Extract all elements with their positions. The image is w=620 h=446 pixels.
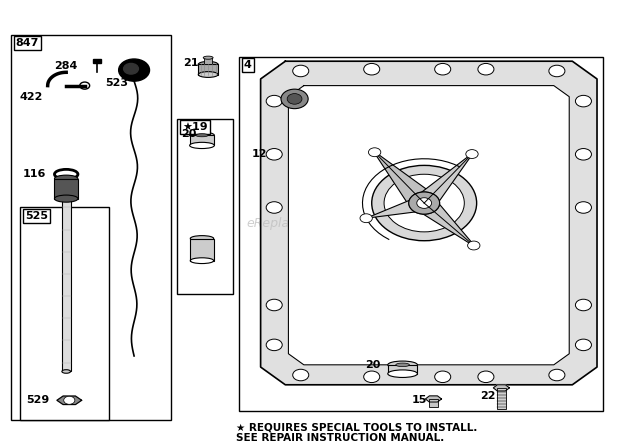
Text: eReplacementParts.com: eReplacementParts.com	[246, 216, 399, 230]
Ellipse shape	[203, 56, 213, 59]
Circle shape	[466, 149, 478, 158]
Circle shape	[575, 95, 591, 107]
Text: 20: 20	[182, 129, 197, 139]
Circle shape	[478, 63, 494, 75]
Bar	[190, 135, 215, 145]
Ellipse shape	[62, 370, 71, 373]
Bar	[55, 179, 78, 198]
Polygon shape	[288, 86, 569, 365]
Text: 21: 21	[184, 58, 199, 68]
Text: 22: 22	[480, 391, 495, 401]
Polygon shape	[260, 61, 597, 385]
Ellipse shape	[198, 72, 218, 78]
Ellipse shape	[190, 235, 214, 241]
Circle shape	[372, 165, 477, 241]
Polygon shape	[415, 198, 476, 247]
Ellipse shape	[388, 370, 417, 377]
Text: 20: 20	[366, 360, 381, 370]
Ellipse shape	[55, 175, 78, 182]
Text: 847: 847	[16, 38, 39, 48]
Circle shape	[575, 202, 591, 213]
Circle shape	[293, 369, 309, 381]
Bar	[11, 35, 171, 420]
Ellipse shape	[190, 132, 215, 138]
Bar	[62, 198, 71, 372]
Text: 116: 116	[23, 169, 46, 179]
Circle shape	[64, 396, 75, 404]
Circle shape	[435, 63, 451, 75]
Circle shape	[368, 148, 381, 157]
Circle shape	[575, 339, 591, 351]
Text: 12: 12	[251, 149, 267, 159]
Text: ★19: ★19	[182, 122, 208, 132]
Circle shape	[123, 63, 138, 74]
Text: 422: 422	[20, 92, 43, 102]
Bar	[388, 365, 417, 374]
Circle shape	[266, 202, 282, 213]
Circle shape	[360, 214, 373, 223]
Polygon shape	[414, 152, 474, 208]
Bar	[20, 207, 109, 420]
Circle shape	[549, 65, 565, 77]
Circle shape	[467, 241, 480, 250]
Circle shape	[409, 192, 440, 214]
Bar	[205, 58, 212, 64]
Circle shape	[575, 149, 591, 160]
Ellipse shape	[190, 142, 215, 149]
Ellipse shape	[198, 62, 218, 67]
Ellipse shape	[388, 361, 417, 368]
Circle shape	[417, 198, 432, 208]
Text: 284: 284	[54, 61, 78, 70]
Circle shape	[409, 192, 440, 214]
Ellipse shape	[396, 363, 409, 367]
Bar	[177, 119, 233, 294]
Bar	[239, 57, 603, 411]
Circle shape	[575, 299, 591, 311]
Bar	[429, 399, 438, 407]
Bar	[94, 59, 101, 63]
Circle shape	[266, 149, 282, 160]
Polygon shape	[373, 150, 437, 210]
Circle shape	[549, 369, 565, 381]
Text: ★ REQUIRES SPECIAL TOOLS TO INSTALL.: ★ REQUIRES SPECIAL TOOLS TO INSTALL.	[236, 423, 477, 433]
Circle shape	[364, 63, 379, 75]
Circle shape	[364, 371, 379, 383]
Circle shape	[287, 94, 302, 104]
Ellipse shape	[196, 134, 208, 137]
Bar	[190, 239, 214, 260]
Circle shape	[293, 65, 309, 77]
Text: 525: 525	[25, 211, 48, 221]
Ellipse shape	[55, 195, 78, 202]
Bar	[198, 64, 218, 74]
Circle shape	[266, 95, 282, 107]
Text: 4: 4	[244, 60, 252, 70]
Text: SEE REPAIR INSTRUCTION MANUAL.: SEE REPAIR INSTRUCTION MANUAL.	[236, 433, 444, 443]
Circle shape	[266, 299, 282, 311]
Circle shape	[118, 59, 149, 81]
Text: 523: 523	[105, 78, 128, 88]
Text: 15: 15	[412, 395, 427, 405]
Ellipse shape	[190, 258, 214, 264]
Polygon shape	[425, 396, 441, 402]
Circle shape	[435, 371, 451, 383]
Circle shape	[281, 89, 308, 109]
Circle shape	[384, 174, 464, 232]
Circle shape	[417, 198, 432, 208]
Circle shape	[266, 339, 282, 351]
Circle shape	[478, 371, 494, 383]
Text: 529: 529	[26, 395, 50, 405]
Bar	[497, 388, 506, 409]
Polygon shape	[57, 396, 82, 405]
Polygon shape	[366, 196, 428, 218]
Polygon shape	[494, 385, 510, 391]
